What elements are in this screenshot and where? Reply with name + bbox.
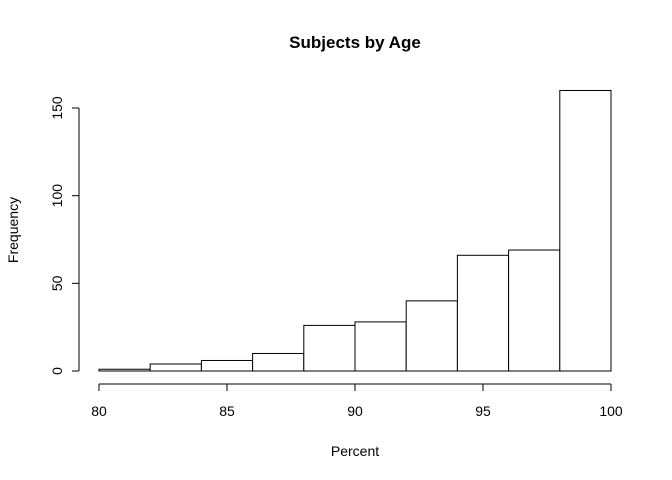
histogram-bar xyxy=(98,368,151,372)
x-axis: 80 85 90 95 100 xyxy=(91,383,623,419)
bars-group xyxy=(98,89,612,372)
y-tick-label: 150 xyxy=(49,96,65,120)
histogram-bar xyxy=(559,89,612,372)
histogram-bar xyxy=(456,254,510,372)
histogram-bar xyxy=(354,321,407,372)
y-tick-label: 0 xyxy=(49,367,65,375)
y-axis: 0 50 100 150 xyxy=(49,96,80,375)
histogram-bar xyxy=(149,363,202,372)
x-tick-label: 80 xyxy=(91,403,107,419)
histogram-bar xyxy=(200,359,254,372)
x-tick-label: 100 xyxy=(599,403,623,419)
chart-title: Subjects by Age xyxy=(289,33,421,52)
x-tick-label: 85 xyxy=(219,403,235,419)
y-tick-label: 100 xyxy=(49,184,65,208)
x-tick-label: 95 xyxy=(475,403,491,419)
y-axis-label: Frequency xyxy=(5,197,21,263)
histogram-bar xyxy=(303,324,356,372)
histogram-bar xyxy=(508,249,561,372)
histogram-bar xyxy=(252,352,305,372)
y-tick-label: 50 xyxy=(49,275,65,291)
histogram-bar xyxy=(405,300,458,372)
x-tick-label: 90 xyxy=(347,403,363,419)
x-axis-label: Percent xyxy=(331,443,379,459)
